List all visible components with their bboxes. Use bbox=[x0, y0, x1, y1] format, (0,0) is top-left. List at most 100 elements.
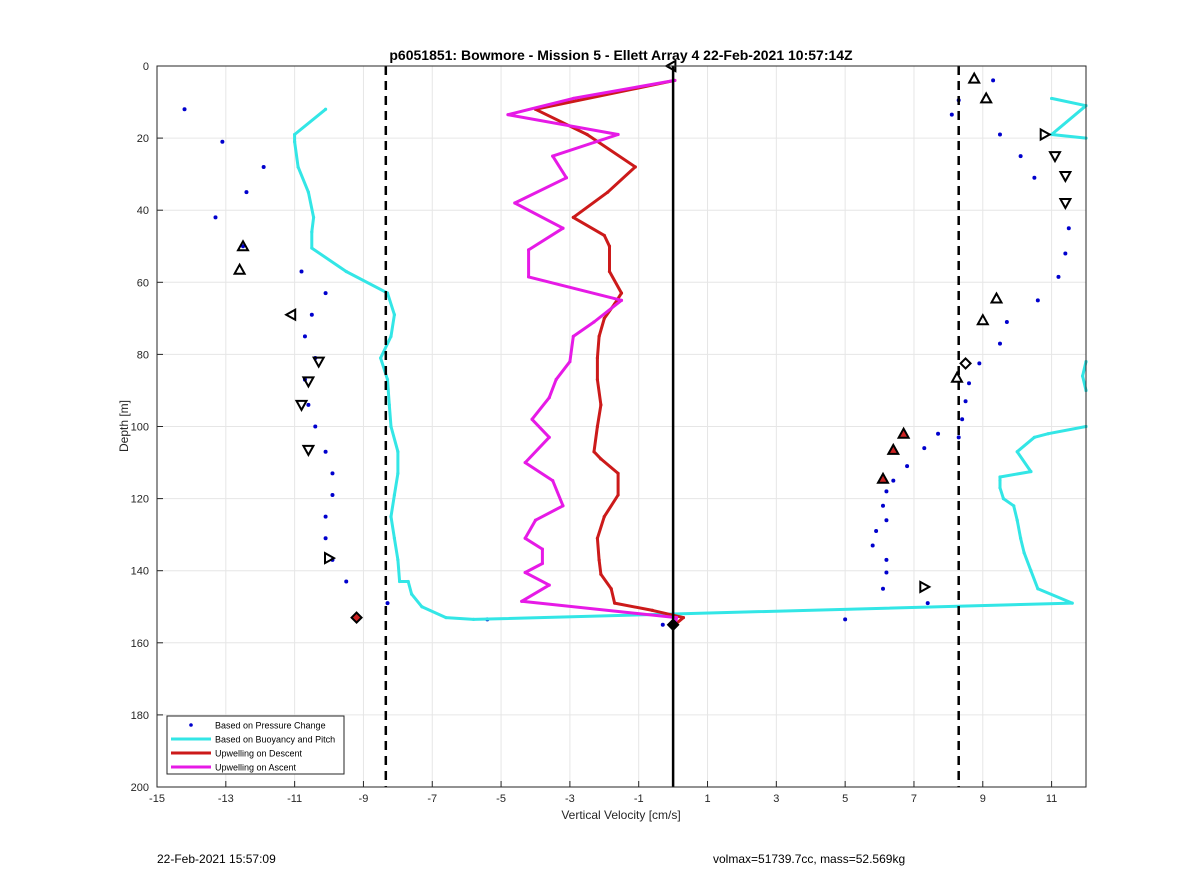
series-point bbox=[296, 165, 300, 169]
series-point bbox=[397, 579, 402, 584]
series-point bbox=[602, 515, 606, 519]
tick-layer: -15 -13 -11 -9 -7 -5 -3 -1 1 3 5 7 9 1102040608010012… bbox=[131, 61, 1058, 805]
series-point bbox=[540, 547, 544, 551]
series-point bbox=[547, 583, 551, 587]
series-point bbox=[527, 248, 531, 252]
series-point bbox=[650, 608, 655, 612]
triangle-down-marker bbox=[301, 444, 316, 457]
triangle-up-marker bbox=[232, 262, 247, 275]
series-point bbox=[410, 592, 414, 596]
series-point bbox=[681, 615, 686, 620]
red-diamond-marker bbox=[350, 611, 363, 624]
triangle-right-marker bbox=[919, 580, 932, 594]
series-line bbox=[1050, 96, 1088, 140]
series-point bbox=[998, 478, 1002, 483]
footer-timestamp: 22-Feb-2021 15:57:09 bbox=[157, 852, 276, 866]
reference-lines bbox=[384, 66, 960, 787]
pressure-point bbox=[991, 78, 996, 83]
series-point bbox=[602, 316, 606, 320]
series-point bbox=[595, 536, 600, 540]
footer-summary: volmax=51739.7cc, mass=52.569kg bbox=[713, 852, 906, 866]
legend: Based on Pressure Change Based on Buoyanc… bbox=[166, 715, 345, 775]
pressure-point bbox=[1066, 226, 1071, 231]
legend-label: Based on Buoyancy and Pitch bbox=[215, 735, 335, 745]
pressure-point bbox=[302, 334, 307, 339]
pressure-point bbox=[323, 514, 328, 519]
series-point bbox=[607, 269, 612, 274]
series-point bbox=[1019, 536, 1023, 540]
series-point bbox=[310, 246, 314, 250]
legend-label: Based on Pressure Change bbox=[215, 721, 326, 731]
series-point bbox=[1029, 469, 1033, 474]
series-point bbox=[998, 475, 1002, 479]
pressure-point bbox=[1063, 251, 1068, 256]
series-point bbox=[471, 617, 476, 621]
series-point bbox=[1070, 601, 1074, 605]
series-point bbox=[396, 558, 400, 562]
pressure-point bbox=[997, 341, 1002, 346]
pressure-point bbox=[870, 543, 875, 548]
series-point bbox=[571, 215, 575, 220]
chart-title: p6051851: Bowmore - Mission 5 - Ellett A… bbox=[389, 47, 853, 63]
series-point bbox=[1032, 435, 1036, 439]
series-point bbox=[389, 424, 393, 429]
pressure-point bbox=[925, 601, 930, 606]
series-point bbox=[311, 215, 316, 220]
series-point bbox=[293, 140, 297, 144]
pressure-point bbox=[880, 503, 885, 508]
pressure-point bbox=[385, 601, 390, 606]
series-point bbox=[520, 599, 524, 603]
triangle-left-marker bbox=[284, 308, 297, 322]
series-point bbox=[420, 605, 424, 609]
series-point bbox=[323, 107, 328, 111]
series-point bbox=[389, 334, 393, 338]
pressure-point bbox=[1056, 274, 1061, 279]
series-point bbox=[595, 378, 600, 382]
pressure-point bbox=[963, 399, 968, 404]
x-axis-label: Vertical Velocity [cm/s] bbox=[561, 808, 680, 822]
series-point bbox=[592, 320, 596, 324]
series-point bbox=[616, 471, 620, 475]
series-point bbox=[513, 201, 517, 205]
series-point bbox=[599, 457, 603, 461]
series-point bbox=[571, 96, 575, 101]
y-tick-label: 200 bbox=[131, 782, 149, 794]
series-point bbox=[1001, 497, 1006, 501]
pressure-point bbox=[884, 518, 889, 523]
series-point bbox=[444, 615, 448, 620]
pressure-point bbox=[344, 579, 349, 584]
pressure-point bbox=[323, 449, 328, 454]
series-point bbox=[523, 570, 527, 575]
series-layer bbox=[182, 78, 1088, 627]
triangle-right-marker bbox=[1039, 127, 1052, 142]
pressure-point bbox=[299, 269, 304, 274]
pressure-point bbox=[330, 492, 335, 497]
series-point bbox=[389, 515, 393, 519]
x-tick-label: -15 bbox=[149, 793, 165, 805]
triangle-up-marker bbox=[989, 291, 1004, 304]
triangle-down-marker bbox=[1048, 151, 1062, 164]
pressure-point bbox=[843, 617, 848, 622]
series-point bbox=[597, 334, 601, 338]
diamond-marker bbox=[959, 356, 972, 370]
pressure-point bbox=[261, 164, 266, 169]
series-point bbox=[674, 615, 679, 620]
series-point bbox=[530, 417, 534, 421]
y-tick-label: 0 bbox=[143, 61, 149, 73]
pressure-point bbox=[880, 586, 885, 591]
series-point bbox=[585, 132, 589, 137]
y-axis-label: Depth [m] bbox=[117, 400, 131, 452]
pressure-point bbox=[330, 471, 335, 476]
y-tick-label: 40 bbox=[137, 205, 149, 217]
series-point bbox=[523, 460, 527, 465]
legend-box bbox=[166, 715, 345, 775]
series-point bbox=[564, 176, 569, 180]
pressure-point bbox=[323, 291, 328, 296]
series-point bbox=[595, 424, 600, 429]
legend-label: Upwelling on Ascent bbox=[215, 763, 297, 773]
pressure-point bbox=[884, 570, 889, 575]
y-tick-label: 60 bbox=[137, 277, 149, 289]
x-tick-label: -1 bbox=[634, 793, 644, 805]
series-point bbox=[527, 275, 531, 279]
triangle-down-marker bbox=[301, 376, 316, 389]
